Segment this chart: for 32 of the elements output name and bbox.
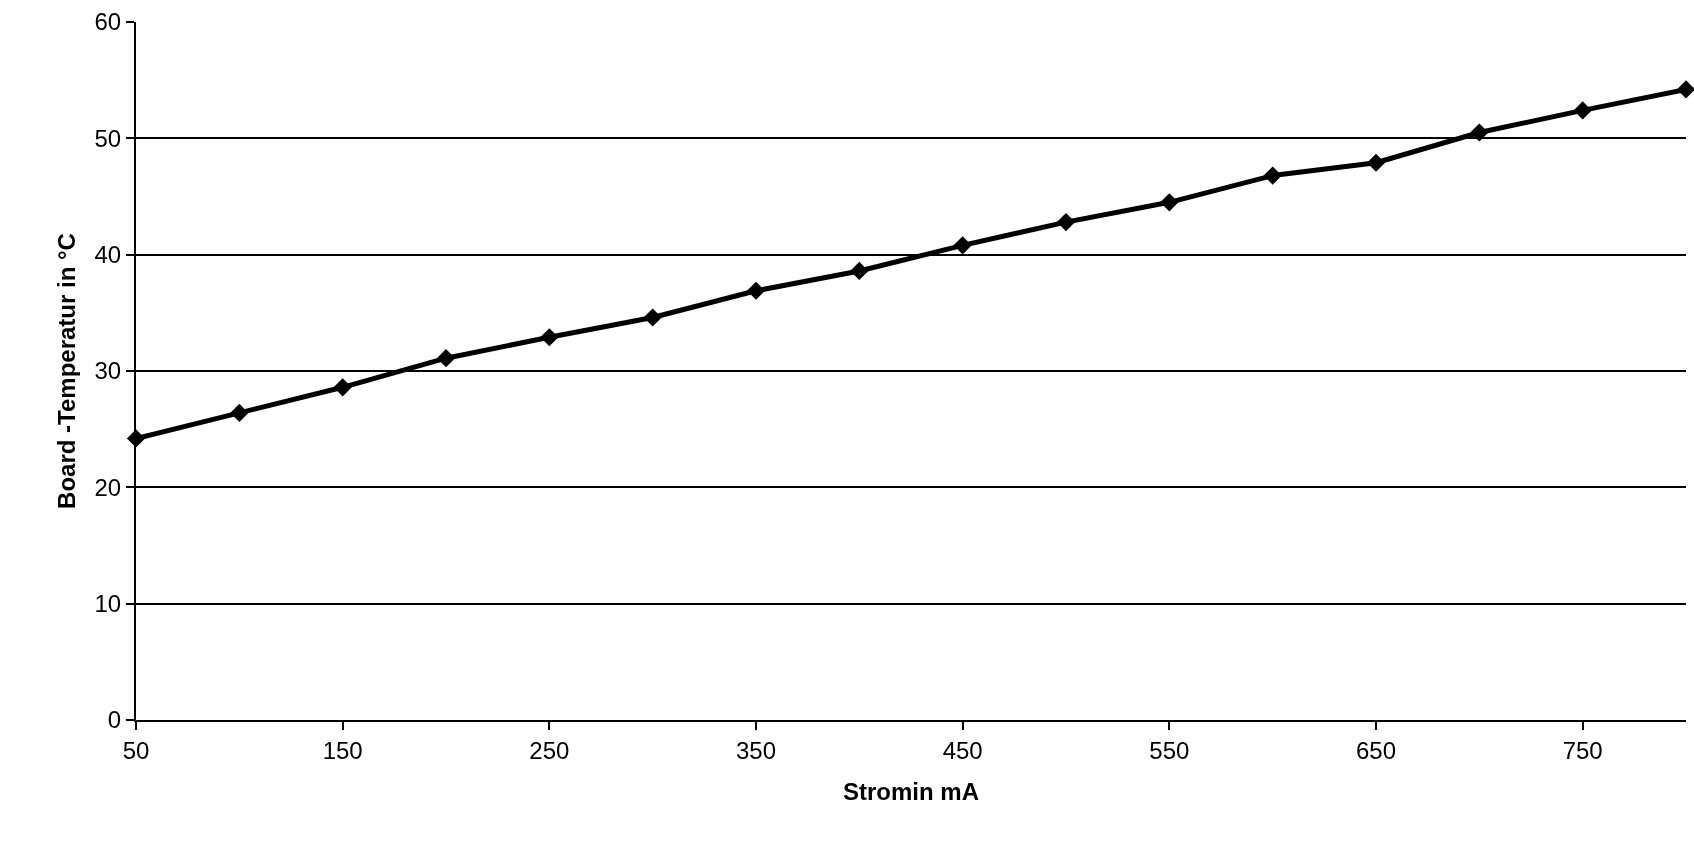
y-tick-label: 10	[94, 590, 122, 618]
point	[1263, 166, 1282, 185]
point	[1160, 193, 1179, 212]
x-tick-label: 550	[1149, 736, 1190, 764]
x-tick-label: 350	[735, 736, 777, 764]
y-tick-label: 0	[107, 706, 122, 734]
point	[1676, 80, 1694, 99]
point	[230, 403, 249, 422]
point	[850, 261, 869, 281]
y-tick-label: 20	[94, 473, 122, 501]
point	[1573, 101, 1592, 120]
point	[540, 328, 559, 347]
point	[1056, 212, 1076, 232]
y-tick-label: 60	[94, 8, 122, 36]
point	[953, 236, 972, 255]
point	[746, 281, 766, 300]
x-tick-label: 150	[322, 736, 363, 764]
point	[333, 378, 352, 397]
point	[436, 349, 456, 368]
y-tick-label: 40	[94, 241, 122, 269]
y-tick-label: 50	[94, 124, 122, 152]
y-axis-title: Board -Temperatur in °C	[53, 233, 81, 509]
x-tick-label: 250	[529, 736, 570, 764]
x-tick-label: 450	[942, 736, 983, 764]
x-tick-label: 50	[122, 736, 150, 764]
point	[643, 308, 662, 327]
point	[1470, 123, 1489, 142]
x-tick-label: 750	[1562, 736, 1603, 764]
point	[1366, 153, 1386, 172]
y-tick-label: 30	[94, 357, 122, 385]
x-axis-title: Stromin mA	[842, 777, 980, 805]
x-tick-label: 650	[1355, 736, 1397, 764]
